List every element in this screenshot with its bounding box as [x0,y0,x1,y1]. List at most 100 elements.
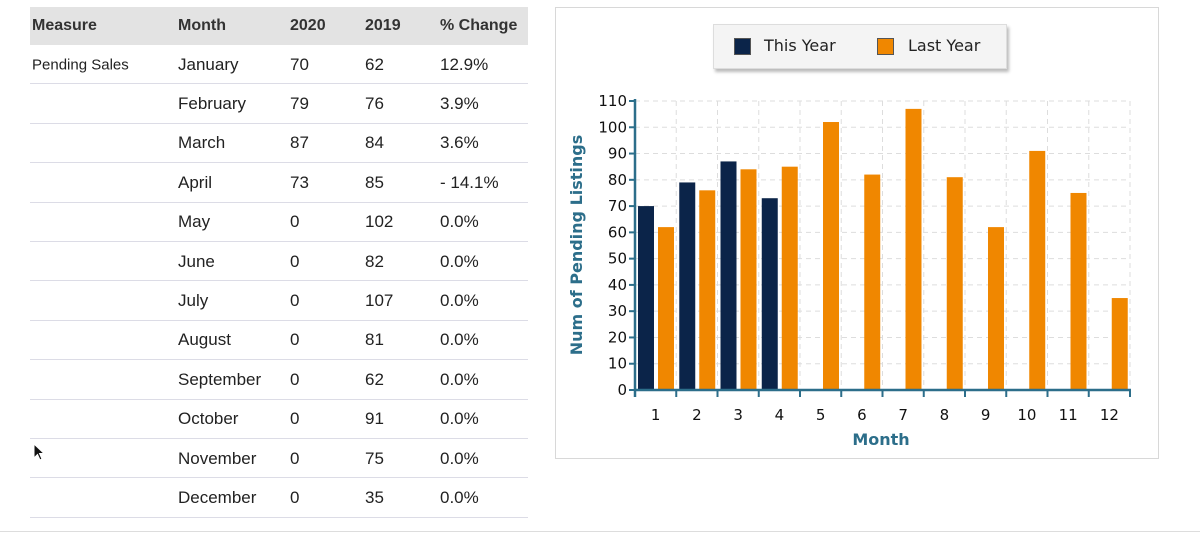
chart-panel [555,7,1159,459]
bar-this-year [679,182,696,390]
value-2019-cell: 62 [365,369,384,389]
change-cell: 3.6% [440,133,479,153]
value-2020-cell: 73 [290,172,309,192]
value-2020-cell: 0 [290,487,300,507]
bar-last-year [781,166,798,390]
value-2019-cell: 81 [365,330,384,350]
month-cell: October [178,409,239,429]
value-2020-cell: 0 [290,291,300,311]
row-divider [30,83,528,85]
value-2019-cell: 85 [365,172,384,192]
row-divider [30,516,528,518]
header-2020: 2020 [290,17,326,34]
bar-last-year [699,190,716,390]
x-tick-label: 7 [898,406,908,424]
value-2019-cell: 102 [365,212,394,232]
month-cell: July [178,291,209,311]
value-2020-cell: 87 [290,133,309,153]
x-tick-label: 8 [940,406,950,424]
bar-last-year [740,169,757,390]
chart-legend: This Year Last Year [713,24,1007,69]
x-tick-label: 1 [651,406,661,424]
bar-this-year [720,161,737,390]
row-divider [30,240,528,242]
measure-cell: Pending Sales [32,56,129,74]
bar-last-year [988,227,1004,390]
table-row: December 0 35 0.0% [30,478,528,518]
x-tick-label: 10 [1017,406,1036,424]
row-divider [30,359,528,361]
change-cell: 0.0% [440,409,479,429]
value-2019-cell: 35 [365,487,384,507]
bar-last-year [823,122,839,390]
table-row: November 0 75 0.0% [30,439,528,479]
bar-this-year [638,206,654,390]
table-row: March 87 84 3.6% [30,124,528,164]
table-row: August 0 81 0.0% [30,321,528,361]
table-row: September 0 62 0.0% [30,360,528,400]
x-tick-label: 3 [733,406,743,424]
value-2020-cell: 0 [290,212,300,232]
legend-label-this-year: This Year [764,36,836,55]
value-2019-cell: 75 [365,448,384,468]
value-2020-cell: 0 [290,448,300,468]
pending-sales-table: Measure Month 2020 2019 % Change Pending… [30,7,528,518]
bar-last-year [658,227,674,390]
y-tick-label: 20 [608,328,627,346]
change-cell: 0.0% [440,487,479,507]
table-row: February 79 76 3.9% [30,84,528,124]
header-month: Month [178,17,226,34]
legend-label-last-year: Last Year [908,36,981,55]
table-row: May 0 102 0.0% [30,203,528,242]
x-tick-label: 5 [816,406,826,424]
bar-last-year [1029,150,1046,390]
month-cell: March [178,133,226,153]
row-divider [30,162,528,164]
y-tick-label: 50 [608,250,627,268]
y-axis-title: Num of Pending Listings [567,135,586,356]
y-tick-label: 10 [608,355,627,373]
value-2020-cell: 0 [290,251,300,271]
row-divider [30,122,528,124]
y-tick-label: 100 [598,118,627,136]
y-tick-label: 40 [608,276,627,294]
x-axis-title: Month [852,430,909,449]
bar-last-year [864,174,881,390]
month-cell: November [178,448,257,468]
value-2020-cell: 0 [290,369,300,389]
bar-last-year [1111,298,1128,390]
bar-last-year [946,177,963,390]
change-cell: 12.9% [440,54,489,74]
row-divider [30,201,528,203]
month-cell: February [178,94,247,114]
mouse-cursor-icon [33,443,46,461]
value-2020-cell: 0 [290,330,300,350]
bar-this-year [761,198,778,390]
month-cell: September [178,369,262,389]
month-cell: December [178,487,257,507]
value-2020-cell: 0 [290,409,300,429]
month-cell: May [178,212,211,232]
change-cell: - 14.1% [440,172,499,192]
x-tick-label: 2 [692,406,702,424]
y-tick-label: 70 [608,197,627,215]
month-cell: June [178,251,215,271]
value-2019-cell: 107 [365,291,394,311]
table-row: Pending Sales January 70 62 12.9% [30,45,528,85]
row-divider [30,437,528,439]
row-divider [30,477,528,479]
table-row: July 0 107 0.0% [30,281,528,321]
change-cell: 0.0% [440,448,479,468]
value-2020-cell: 79 [290,94,309,114]
y-tick-label: 60 [608,223,627,241]
y-tick-label: 90 [608,145,627,163]
bar-last-year [905,108,922,390]
value-2020-cell: 70 [290,54,309,74]
month-cell: January [178,54,239,74]
header-measure: Measure [32,17,97,34]
table-header: Measure Month 2020 2019 % Change [30,7,528,45]
x-tick-label: 6 [857,406,867,424]
change-cell: 0.0% [440,291,479,311]
month-cell: April [178,172,213,192]
